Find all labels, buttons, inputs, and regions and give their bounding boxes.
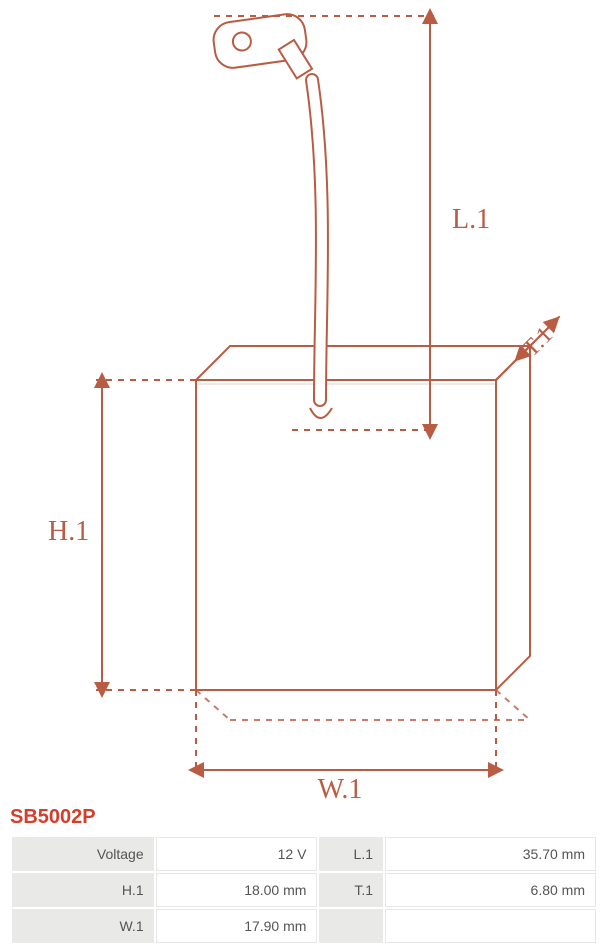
spec-row: H.118.00 mmT.16.80 mm: [12, 873, 596, 907]
spec-label: H.1: [12, 873, 154, 907]
svg-text:L.1: L.1: [452, 204, 490, 235]
spec-value: 18.00 mm: [156, 873, 318, 907]
spec-label: Voltage: [12, 837, 154, 871]
brush-diagram: H.1 W.1 L.1 T.1: [20, 0, 588, 800]
spec-label: T.1: [319, 873, 383, 907]
svg-text:W.1: W.1: [318, 774, 363, 800]
spec-value: 12 V: [156, 837, 318, 871]
spec-value: [385, 909, 596, 943]
spec-row: W.117.90 mm: [12, 909, 596, 943]
spec-label: W.1: [12, 909, 154, 943]
spec-value: 35.70 mm: [385, 837, 596, 871]
svg-text:T.1: T.1: [518, 322, 558, 362]
spec-value: 17.90 mm: [156, 909, 318, 943]
spec-label: L.1: [319, 837, 383, 871]
svg-text:H.1: H.1: [48, 516, 89, 547]
spec-value: 6.80 mm: [385, 873, 596, 907]
spec-table: Voltage12 VL.135.70 mmH.118.00 mmT.16.80…: [10, 835, 598, 945]
spec-label: [319, 909, 383, 943]
spec-row: Voltage12 VL.135.70 mm: [12, 837, 596, 871]
part-number-title: SB5002P: [10, 806, 598, 829]
